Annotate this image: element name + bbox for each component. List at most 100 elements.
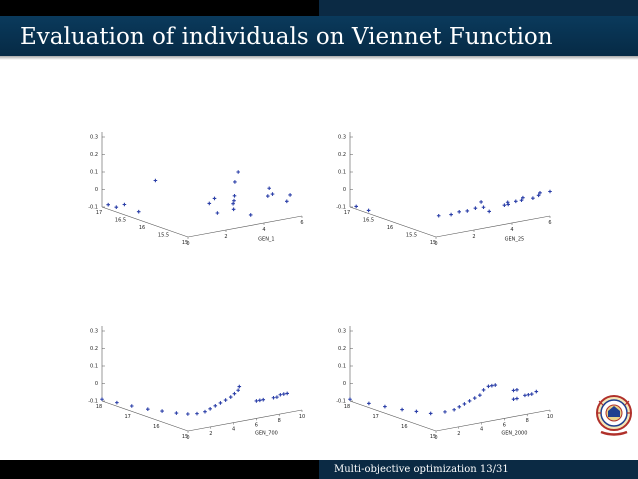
data-point (514, 199, 518, 204)
x-tick-label: 10 (299, 414, 305, 420)
data-point (236, 388, 240, 393)
x-tick-label: 6 (300, 220, 303, 226)
data-point (228, 395, 233, 399)
x-tick-label: 0 (434, 241, 437, 247)
data-point (529, 392, 534, 396)
data-point (462, 402, 467, 406)
data-point (354, 204, 358, 209)
x-tick-label: 2 (209, 431, 212, 437)
data-point (122, 202, 127, 207)
x-tick-label: 6 (255, 422, 258, 428)
data-point (248, 213, 253, 217)
data-point (258, 398, 262, 403)
data-point (536, 193, 541, 198)
data-point (348, 397, 352, 402)
data-point (232, 194, 237, 198)
title-bar-shadow (0, 56, 638, 60)
plot-gen-1: 0.3 0.2 0.1 0 -0.1 17 16.5 16 15.5 15 0 2 4 6 GEN_1 (70, 122, 310, 250)
x-tick-label: 4 (510, 227, 513, 233)
z-tick-label: 0 (95, 381, 98, 387)
y-tick-label: 15.5 (406, 233, 417, 239)
z-tick-label: 0.1 (90, 170, 98, 176)
data-point (288, 193, 292, 197)
data-point (278, 392, 283, 397)
z-tick-label: 0.3 (338, 329, 346, 335)
y-tick-label: 17 (96, 210, 102, 216)
x-tick-label: 0 (434, 435, 437, 441)
data-point (285, 391, 289, 396)
y-tick-label: 16 (139, 225, 145, 231)
data-point (207, 201, 212, 206)
data-point (472, 396, 477, 400)
z-tick-label: 0.2 (90, 152, 98, 158)
y-tick-label: 16 (401, 424, 407, 430)
x-axis-line (187, 409, 303, 432)
top-strip (0, 0, 638, 16)
x-tick-label: 4 (480, 427, 483, 433)
data-point (478, 393, 482, 397)
data-point (237, 384, 242, 389)
z-tick-label: 0 (343, 381, 346, 387)
data-point (231, 207, 236, 212)
x-tick-label: 6 (503, 422, 506, 428)
data-point (490, 383, 494, 388)
x-axis-line (435, 215, 551, 238)
y-tick-label: 16.5 (363, 218, 374, 224)
x-tick-label: 2 (472, 234, 475, 240)
x-tick-label: 2 (457, 431, 460, 437)
x-tick-label: 0 (186, 241, 189, 247)
data-point (383, 404, 387, 409)
x-tick-label: 0 (186, 435, 189, 441)
data-point (115, 400, 119, 405)
x-axis-label: GEN_1 (258, 236, 274, 242)
data-point (467, 399, 472, 403)
data-point (519, 198, 524, 203)
data-point (473, 206, 478, 210)
y-tick-label: 17 (372, 414, 378, 420)
data-point (443, 410, 447, 414)
data-point (526, 392, 531, 397)
y-tick-label: 18 (344, 404, 350, 410)
z-tick-label: -0.1 (336, 205, 346, 211)
data-point (236, 170, 240, 174)
data-point (233, 180, 237, 184)
x-tick-label: 2 (224, 234, 227, 240)
z-tick-label: 0.2 (338, 152, 346, 158)
data-point (213, 404, 218, 408)
data-point (511, 397, 516, 402)
z-tick-label: 0.3 (338, 135, 346, 141)
plot-gen-700: 0.3 0.2 0.1 0 -0.1 18 17 16 15 0 2 4 6 8 10 GEN_700 (70, 316, 310, 444)
y-axis-line (101, 206, 189, 238)
y-tick-label: 16 (387, 225, 393, 231)
data-point (208, 406, 212, 411)
z-tick-label: 0.2 (338, 346, 346, 352)
y-tick-label: 15.5 (158, 233, 169, 239)
data-point (465, 209, 470, 213)
data-point (481, 388, 486, 392)
data-point (511, 388, 516, 393)
z-tick-label: -0.1 (336, 399, 346, 405)
y-tick-label: 15 (430, 434, 436, 440)
y-tick-label: 15 (430, 240, 436, 246)
x-axis-label: GEN_25 (505, 236, 525, 242)
x-axis-label: GEN_2000 (501, 430, 527, 436)
data-point (515, 388, 519, 392)
x-tick-label: 8 (278, 418, 281, 424)
footer-left (0, 460, 319, 479)
y-tick-label: 16.5 (115, 218, 126, 224)
y-tick-label: 15 (182, 240, 188, 246)
z-tick-label: 0.1 (338, 170, 346, 176)
data-point (223, 398, 228, 402)
y-tick-label: 17 (124, 414, 130, 420)
data-point (457, 210, 461, 214)
footer-bar: Multi-objective optimization 13/31 (0, 460, 638, 479)
y-axis-line (101, 400, 189, 432)
x-tick-label: 6 (548, 220, 551, 226)
data-point (212, 196, 217, 201)
data-point (270, 192, 275, 196)
data-point (267, 186, 271, 191)
data-point (146, 407, 150, 411)
data-point (521, 195, 525, 200)
